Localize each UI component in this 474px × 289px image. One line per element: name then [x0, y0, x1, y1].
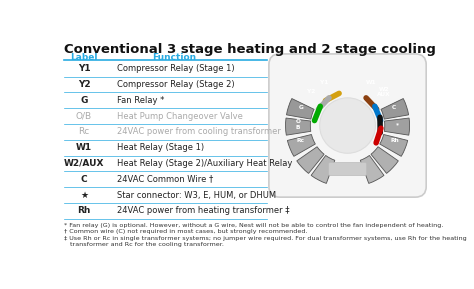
- Text: 24VAC power from heating transformer ‡: 24VAC power from heating transformer ‡: [118, 206, 290, 215]
- Wedge shape: [371, 147, 398, 173]
- Wedge shape: [381, 99, 409, 119]
- Text: W1: W1: [76, 143, 92, 152]
- Text: transformer and Rc for the cooling transformer.: transformer and Rc for the cooling trans…: [64, 242, 224, 247]
- Text: G: G: [299, 105, 304, 110]
- Wedge shape: [360, 155, 384, 184]
- Text: Y1: Y1: [320, 79, 328, 84]
- Text: ★: ★: [80, 190, 88, 199]
- Text: Heat Relay (Stage 2)/Auxiliary Heat Relay: Heat Relay (Stage 2)/Auxiliary Heat Rela…: [118, 159, 293, 168]
- Text: Fan Relay *: Fan Relay *: [118, 96, 165, 105]
- Text: Rc: Rc: [78, 127, 90, 136]
- Text: 24VAC Common Wire †: 24VAC Common Wire †: [118, 175, 214, 184]
- Text: Star connector: W3, E, HUM, or DHUM: Star connector: W3, E, HUM, or DHUM: [118, 190, 276, 199]
- Text: C: C: [392, 105, 396, 110]
- Wedge shape: [285, 118, 311, 135]
- Text: G: G: [81, 96, 88, 105]
- Wedge shape: [384, 118, 410, 135]
- Wedge shape: [286, 99, 314, 119]
- Text: W2
AUX: W2 AUX: [377, 86, 391, 97]
- Text: Y2: Y2: [78, 80, 91, 89]
- Text: Heat Relay (Stage 1): Heat Relay (Stage 1): [118, 143, 204, 152]
- Text: Function: Function: [152, 53, 196, 62]
- Text: † Common wire (C) not required in most cases, but strongly recommended.: † Common wire (C) not required in most c…: [64, 229, 308, 234]
- Text: *: *: [396, 122, 399, 127]
- Text: W1: W1: [365, 79, 376, 84]
- Text: Conventional 3 stage heating and 2 stage cooling: Conventional 3 stage heating and 2 stage…: [64, 43, 436, 56]
- FancyBboxPatch shape: [328, 162, 366, 176]
- FancyBboxPatch shape: [269, 54, 426, 197]
- Text: Rc: Rc: [296, 138, 304, 143]
- Text: * Fan relay (G) is optional. However, without a G wire, Nest will not be able to: * Fan relay (G) is optional. However, wi…: [64, 223, 443, 227]
- Text: O/B: O/B: [76, 112, 92, 121]
- Wedge shape: [297, 147, 324, 173]
- Circle shape: [319, 98, 375, 153]
- Wedge shape: [380, 134, 408, 156]
- Text: Y1: Y1: [78, 64, 91, 73]
- Text: 24VAC power from cooling transformer: 24VAC power from cooling transformer: [118, 127, 281, 136]
- Text: Rh: Rh: [77, 206, 91, 215]
- Text: W2/AUX: W2/AUX: [64, 159, 104, 168]
- Text: ‡ Use Rh or Rc in single transformer systems; no jumper wire required. For dual : ‡ Use Rh or Rc in single transformer sys…: [64, 236, 466, 241]
- Wedge shape: [311, 155, 335, 184]
- Text: Compressor Relay (Stage 2): Compressor Relay (Stage 2): [118, 80, 235, 89]
- Text: C: C: [81, 175, 87, 184]
- Text: O
B: O B: [295, 119, 301, 130]
- Text: Compressor Relay (Stage 1): Compressor Relay (Stage 1): [118, 64, 235, 73]
- Text: Rh: Rh: [391, 138, 399, 143]
- Text: Label: Label: [70, 53, 98, 62]
- Text: Y2: Y2: [307, 89, 316, 95]
- Text: Heat Pump Changeover Valve: Heat Pump Changeover Valve: [118, 112, 243, 121]
- Wedge shape: [287, 134, 315, 156]
